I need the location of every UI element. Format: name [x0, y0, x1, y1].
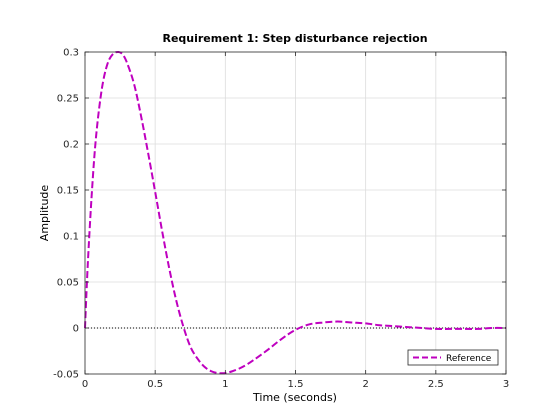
- y-tick-label: 0.3: [63, 48, 79, 59]
- y-tick-label: 0.25: [57, 94, 79, 105]
- x-axis-label: Time (seconds): [252, 391, 337, 404]
- x-tick-label: 1: [222, 379, 228, 390]
- y-tick-label: 0: [73, 324, 79, 335]
- y-tick-label: 0.1: [63, 232, 79, 243]
- legend: Reference: [407, 349, 499, 366]
- x-tick-label: 1.5: [288, 379, 304, 390]
- legend-label-reference: Reference: [446, 354, 492, 364]
- grid: [85, 52, 506, 374]
- x-tick-label: 0: [82, 379, 88, 390]
- y-tick-label: -0.05: [53, 370, 79, 381]
- legend-box: [407, 349, 499, 366]
- y-tick-label: 0.15: [57, 186, 79, 197]
- x-tick-label: 0.5: [147, 379, 163, 390]
- chart-title: Requirement 1: Step disturbance rejectio…: [162, 32, 427, 45]
- x-tick-label: 2.5: [428, 379, 444, 390]
- x-tick-label: 3: [503, 379, 509, 390]
- y-axis-label: Amplitude: [38, 185, 51, 242]
- y-tick-label: 0.2: [63, 140, 79, 151]
- y-axis-ticks: -0.05 0 0.05 0.1 0.15 0.2 0.25 0.3: [53, 48, 506, 381]
- x-tick-label: 2: [362, 379, 368, 390]
- x-axis-ticks: 0 0.5 1 1.5 2 2.5 3: [82, 52, 509, 390]
- y-tick-label: 0.05: [57, 278, 79, 289]
